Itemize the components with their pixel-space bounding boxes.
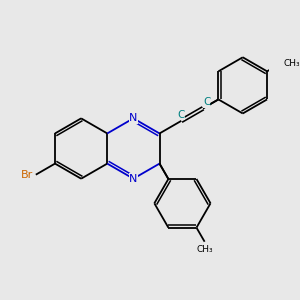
Text: CH₃: CH₃ — [196, 245, 213, 254]
Text: Br: Br — [21, 170, 33, 180]
Text: CH₃: CH₃ — [283, 59, 300, 68]
Text: C: C — [178, 110, 185, 120]
Text: N: N — [129, 113, 138, 123]
Text: N: N — [129, 174, 138, 184]
Text: C: C — [203, 98, 210, 107]
